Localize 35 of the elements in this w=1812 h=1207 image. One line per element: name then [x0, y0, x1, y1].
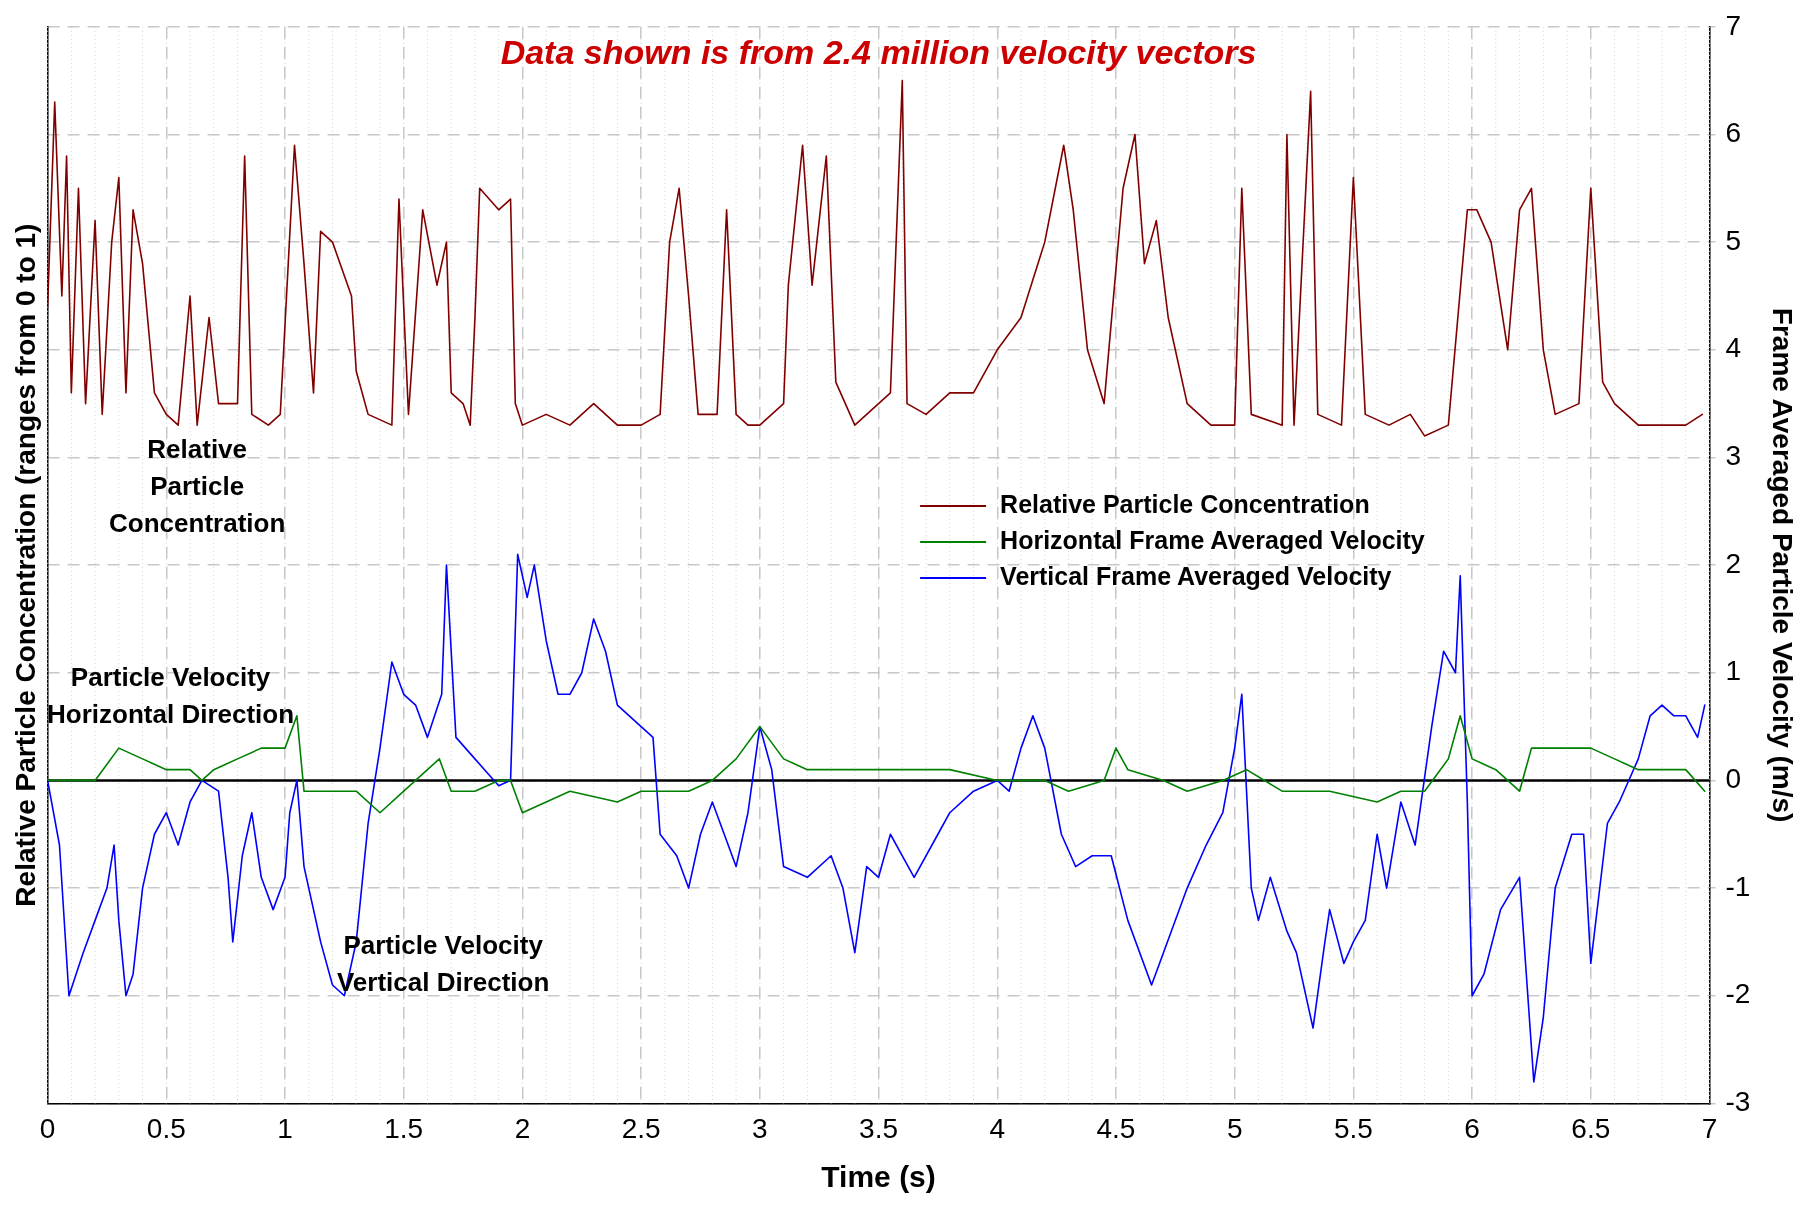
- legend-label: Horizontal Frame Averaged Velocity: [1000, 525, 1425, 554]
- y-tick-label: 6: [1725, 117, 1742, 149]
- y-tick-label: 0: [1725, 763, 1742, 795]
- y-tick-label: 7: [1725, 9, 1742, 41]
- y-tick-label: 2: [1725, 547, 1742, 579]
- x-tick-label: 7: [1701, 1112, 1718, 1144]
- annotation: Relative Particle Concentration: [109, 434, 286, 539]
- x-tick-label: 6: [1464, 1112, 1480, 1144]
- y2-axis-title: Relative Particle Concentration (ranges from 0 to 1): [9, 223, 41, 907]
- x-tick-label: 3.5: [859, 1112, 899, 1144]
- y-tick-label: -3: [1725, 1086, 1751, 1118]
- x-tick-label: 5: [1226, 1112, 1243, 1144]
- y-tick-label: -2: [1725, 978, 1751, 1010]
- y-tick-label: 1: [1725, 655, 1742, 687]
- x-tick-label: 3: [752, 1112, 768, 1144]
- x-tick-label: 6.5: [1571, 1112, 1611, 1144]
- y-axis-title: Frame Averaged Particle Velocity (m/s): [1767, 307, 1799, 823]
- chart-title: Data shown is from 2.4 million velocity vectors: [500, 33, 1257, 72]
- y-tick-label: -1: [1725, 870, 1751, 902]
- x-tick-label: 0.5: [146, 1112, 186, 1144]
- x-axis-title: Time (s): [821, 1160, 936, 1194]
- x-tick-label: 1.5: [384, 1112, 424, 1144]
- x-tick-label: 4.5: [1096, 1112, 1136, 1144]
- legend-label: Relative Particle Concentration: [1000, 489, 1370, 518]
- x-tick-label: 2.5: [621, 1112, 661, 1144]
- x-tick-label: 5.5: [1333, 1112, 1373, 1144]
- annotation: Particle Velocity Horizontal Direction: [47, 662, 295, 730]
- y-tick-label: 3: [1725, 440, 1742, 472]
- x-tick-label: 1: [277, 1112, 293, 1144]
- y-tick-label: 5: [1725, 224, 1742, 256]
- legend-label: Vertical Frame Averaged Velocity: [1000, 561, 1392, 590]
- x-tick-label: 0: [39, 1112, 56, 1144]
- x-tick-label: 2: [514, 1112, 531, 1144]
- x-tick-label: 4: [989, 1112, 1006, 1144]
- y-tick-label: 4: [1725, 332, 1742, 364]
